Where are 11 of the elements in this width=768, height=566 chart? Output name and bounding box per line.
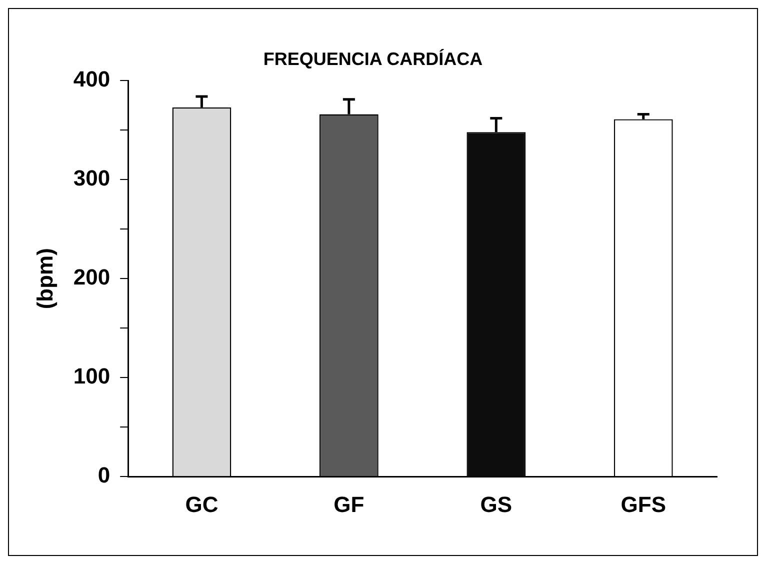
x-tick-label: GC — [185, 492, 218, 517]
y-tick-label: 0 — [98, 462, 110, 488]
y-axis-title: (bpm) — [32, 248, 58, 310]
x-tick-label: GF — [334, 492, 364, 517]
y-tick-label: 400 — [73, 66, 110, 92]
y-tick-label: 300 — [73, 166, 110, 191]
y-tick-label: 100 — [73, 364, 110, 389]
y-tick-label: 200 — [73, 264, 110, 290]
chart-title: FREQUENCIA CARDÍACA — [263, 48, 483, 69]
x-tick-label: GS — [480, 492, 512, 517]
x-tick-label: GFS — [620, 492, 666, 517]
